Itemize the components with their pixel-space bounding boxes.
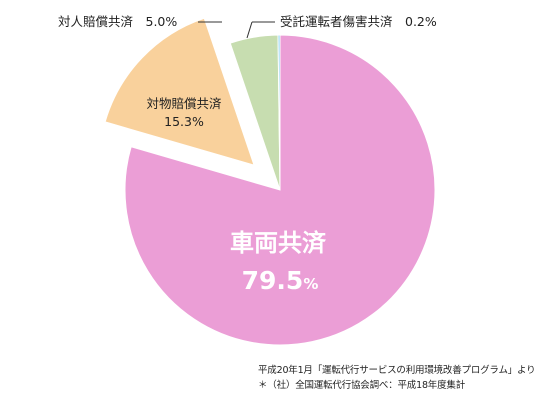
source-line-2: ＊（社）全国運転代行協会調べ：平成18年度集計: [258, 380, 465, 391]
label-property-value: 15.3%: [164, 114, 204, 129]
slice-personal-injury: [229, 34, 281, 191]
label-property-name: 対物賠償共済: [146, 96, 222, 111]
leader-line-driver-v: [246, 21, 253, 39]
label-main-value-unit: %: [303, 275, 318, 293]
label-main-value-number: 79.5: [242, 266, 304, 295]
label-driver: 受託運転者傷害共済 0.2%: [280, 14, 437, 29]
slice-property-damage: [104, 17, 255, 166]
source-line-1: 平成20年1月「運転代行サービスの利用環境改善プログラム」より: [258, 365, 536, 376]
pie-slices: [104, 17, 436, 346]
slice-driver-injury: [277, 34, 281, 191]
label-personal: 対人賠償共済 5.0%: [58, 14, 177, 29]
label-main-name: 車両共済: [230, 229, 327, 257]
label-main-value: 79.5%: [242, 266, 319, 295]
